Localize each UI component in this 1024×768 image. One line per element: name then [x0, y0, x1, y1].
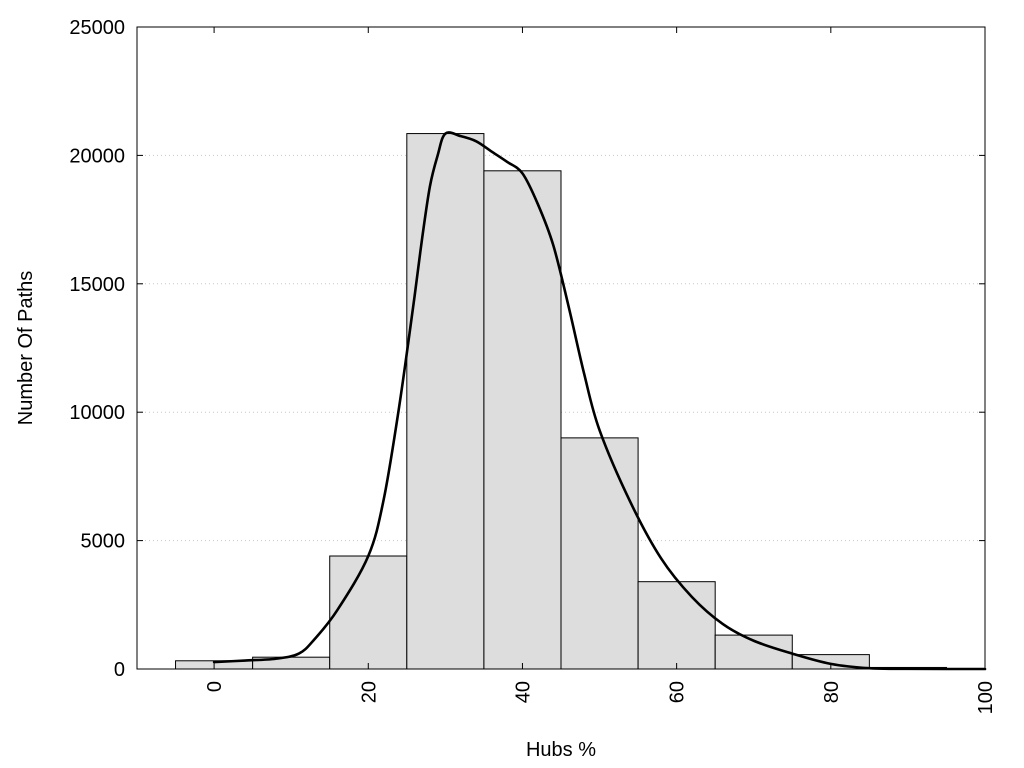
- y-tick-label: 20000: [69, 145, 125, 167]
- density-curve-layer: [212, 131, 987, 671]
- y-tick-label: 0: [114, 659, 125, 681]
- y-axis-ticks: 0 5000 10000 15000 20000 25000: [69, 17, 985, 681]
- x-tick-label: 100: [975, 681, 997, 714]
- histogram-bar: [329, 555, 408, 670]
- histogram-bars: [175, 133, 947, 670]
- x-tick-label: 20: [358, 681, 380, 703]
- x-axis-label: Hubs %: [526, 739, 596, 761]
- x-tick-label: 0: [204, 681, 226, 692]
- histogram-bar: [406, 133, 485, 670]
- x-tick-label: 80: [821, 681, 843, 703]
- y-tick-label: 10000: [69, 402, 125, 424]
- x-tick-label: 40: [512, 681, 534, 703]
- histogram-bar: [483, 170, 562, 670]
- y-tick-label: 15000: [69, 274, 125, 296]
- y-tick-label: 5000: [81, 531, 126, 553]
- y-tick-label: 25000: [69, 17, 125, 39]
- x-tick-label: 60: [667, 681, 689, 703]
- plot-frame: [136, 26, 986, 670]
- x-axis-ticks: 0 20 40 60 80 100: [204, 27, 997, 714]
- histogram-bar: [637, 581, 716, 670]
- y-axis-label: Number Of Paths: [15, 271, 37, 426]
- histogram-bar: [560, 437, 639, 670]
- density-curve: [212, 131, 987, 671]
